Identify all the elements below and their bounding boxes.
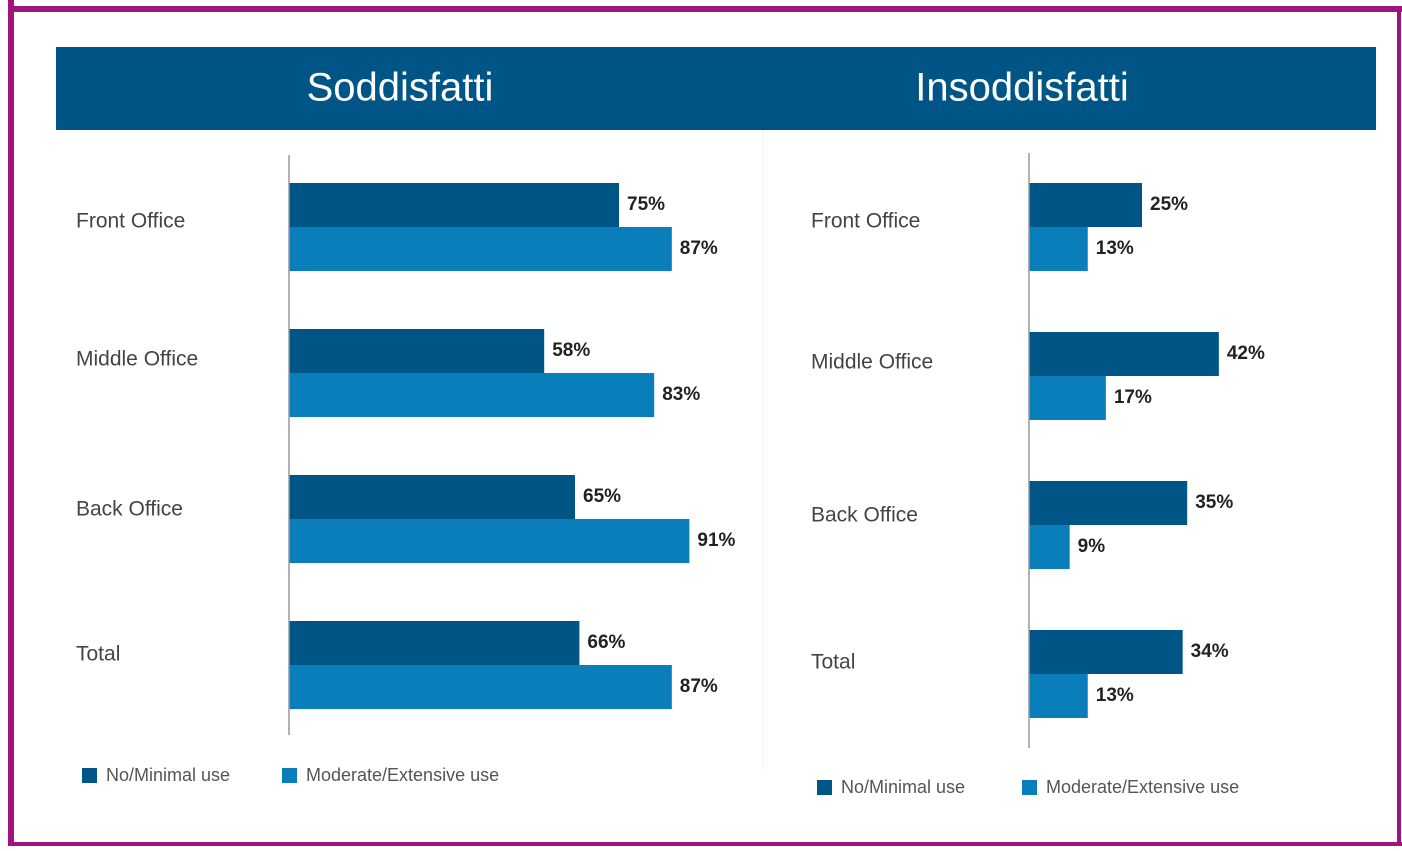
category-label: Front Office xyxy=(76,210,185,233)
bar xyxy=(289,373,655,417)
category-label: Front Office xyxy=(811,210,920,233)
category-label: Back Office xyxy=(76,498,183,521)
bar xyxy=(289,621,580,665)
data-label: 91% xyxy=(697,530,735,551)
data-label: 13% xyxy=(1096,238,1134,259)
data-label: 42% xyxy=(1227,343,1265,364)
data-label: 35% xyxy=(1195,492,1233,513)
data-label: 58% xyxy=(552,340,590,361)
legend-label: Moderate/Extensive use xyxy=(1046,777,1239,797)
category-label: Total xyxy=(811,651,855,674)
bar xyxy=(1029,227,1088,271)
data-label: 75% xyxy=(627,194,665,215)
data-label: 25% xyxy=(1150,194,1188,215)
legend-label: No/Minimal use xyxy=(841,777,965,797)
data-label: 66% xyxy=(587,632,625,653)
bar xyxy=(1029,183,1142,227)
category-label: Middle Office xyxy=(76,348,198,371)
bar xyxy=(1029,630,1183,674)
bar xyxy=(289,227,672,271)
bar xyxy=(1029,674,1088,718)
legend-label: Moderate/Extensive use xyxy=(306,765,499,785)
legend-label: No/Minimal use xyxy=(106,765,230,785)
data-label: 87% xyxy=(680,676,718,697)
legend-swatch xyxy=(817,780,832,795)
category-label: Total xyxy=(76,643,120,666)
bar xyxy=(289,329,545,373)
category-label: Middle Office xyxy=(811,351,933,374)
chart-title: Insoddisfatti xyxy=(915,66,1128,110)
chart-title: Soddisfatti xyxy=(307,66,494,110)
data-label: 34% xyxy=(1191,641,1229,662)
bar xyxy=(1029,376,1106,420)
data-label: 87% xyxy=(680,238,718,259)
bar xyxy=(289,519,690,563)
category-label: Back Office xyxy=(811,504,918,527)
bar xyxy=(289,475,575,519)
legend-swatch xyxy=(1022,780,1037,795)
bar xyxy=(1029,481,1188,525)
header-band xyxy=(56,47,1376,130)
legend-swatch xyxy=(282,768,297,783)
bar xyxy=(1029,332,1219,376)
legend-swatch xyxy=(82,768,97,783)
data-label: 83% xyxy=(662,384,700,405)
bar xyxy=(289,183,619,227)
bar xyxy=(1029,525,1070,569)
data-label: 17% xyxy=(1114,387,1152,408)
data-label: 9% xyxy=(1078,536,1106,557)
bar xyxy=(289,665,672,709)
data-label: 13% xyxy=(1096,685,1134,706)
data-label: 65% xyxy=(583,486,621,507)
